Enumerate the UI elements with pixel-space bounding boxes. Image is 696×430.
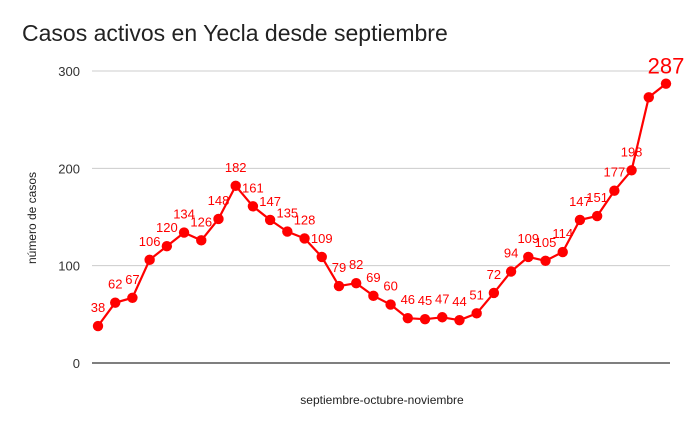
data-point bbox=[127, 292, 138, 303]
data-point bbox=[471, 308, 482, 319]
data-label: 47 bbox=[435, 291, 449, 306]
data-label: 105 bbox=[535, 235, 557, 250]
data-label: 67 bbox=[125, 272, 139, 287]
data-label: 120 bbox=[156, 220, 178, 235]
y-axis-label: número de casos bbox=[25, 172, 39, 264]
data-label: 51 bbox=[469, 287, 483, 302]
y-axis-ticks: 0 100 200 300 bbox=[58, 64, 80, 371]
data-label: 128 bbox=[294, 212, 316, 227]
data-point bbox=[660, 78, 672, 89]
data-label: 126 bbox=[190, 214, 212, 229]
data-label: 82 bbox=[349, 257, 363, 272]
data-label: 62 bbox=[108, 277, 122, 292]
data-point bbox=[626, 165, 637, 176]
data-point bbox=[350, 277, 362, 289]
data-point bbox=[316, 251, 327, 263]
data-point bbox=[368, 290, 379, 302]
data-label: 135 bbox=[276, 206, 298, 221]
data-point bbox=[385, 299, 396, 310]
gridlines bbox=[92, 70, 670, 364]
data-point bbox=[110, 297, 121, 308]
data-point bbox=[505, 266, 517, 277]
data-label: 177 bbox=[604, 165, 626, 180]
data-point bbox=[299, 233, 310, 244]
data-point bbox=[282, 226, 293, 237]
data-point bbox=[419, 314, 431, 325]
data-point bbox=[247, 201, 259, 212]
data-label: 72 bbox=[487, 267, 501, 282]
data-point bbox=[523, 251, 534, 263]
data-label: 182 bbox=[225, 160, 247, 175]
data-label: 69 bbox=[366, 270, 380, 285]
data-label: 94 bbox=[504, 246, 518, 261]
data-point bbox=[196, 235, 207, 246]
data-point bbox=[402, 313, 414, 324]
data-point bbox=[213, 213, 224, 225]
data-label: 60 bbox=[383, 279, 397, 294]
data-point bbox=[454, 314, 465, 326]
data-points bbox=[92, 78, 672, 332]
data-label: 287 bbox=[648, 54, 685, 79]
data-point bbox=[557, 246, 568, 258]
data-point bbox=[591, 210, 603, 222]
y-tick-label: 300 bbox=[58, 64, 80, 79]
data-point bbox=[333, 280, 345, 292]
series-line bbox=[97, 82, 667, 327]
data-label: 109 bbox=[311, 231, 333, 246]
chart-title: Casos activos en Yecla desde septiembre bbox=[22, 20, 448, 46]
data-point bbox=[92, 320, 104, 332]
data-label: 151 bbox=[586, 190, 608, 205]
y-tick-label: 0 bbox=[73, 356, 80, 371]
data-label: 44 bbox=[452, 294, 466, 309]
data-label: 147 bbox=[259, 194, 281, 209]
data-point bbox=[264, 214, 276, 226]
data-label: 109 bbox=[517, 231, 539, 246]
data-point bbox=[230, 180, 241, 192]
data-label: 198 bbox=[621, 144, 643, 159]
data-label: 45 bbox=[418, 293, 432, 308]
data-point bbox=[437, 312, 448, 323]
data-label: 161 bbox=[242, 180, 264, 195]
data-point bbox=[161, 241, 173, 252]
data-point bbox=[488, 287, 500, 299]
data-point bbox=[609, 185, 620, 196]
data-label: 79 bbox=[332, 260, 346, 275]
data-point bbox=[144, 254, 155, 266]
data-label: 147 bbox=[569, 194, 591, 209]
data-label: 148 bbox=[208, 193, 230, 208]
data-label: 106 bbox=[139, 234, 161, 249]
data-point bbox=[178, 227, 190, 238]
data-label: 46 bbox=[401, 292, 415, 307]
data-label: 134 bbox=[173, 207, 195, 222]
data-point bbox=[540, 255, 551, 266]
data-label: 38 bbox=[91, 300, 105, 315]
y-tick-label: 100 bbox=[58, 259, 80, 274]
data-point bbox=[574, 214, 586, 226]
data-label: 114 bbox=[552, 226, 573, 241]
x-axis-label: septiembre-octubre-noviembre bbox=[300, 393, 464, 407]
data-point bbox=[643, 92, 654, 103]
y-tick-label: 200 bbox=[58, 161, 80, 176]
